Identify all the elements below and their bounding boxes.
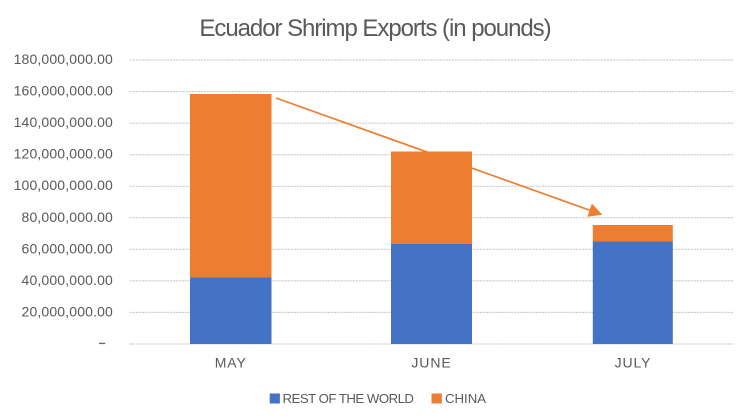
svg-text:CHINA: CHINA bbox=[445, 391, 486, 406]
svg-text:100,000,000.00: 100,000,000.00 bbox=[14, 177, 113, 193]
svg-text:120,000,000.00: 120,000,000.00 bbox=[14, 146, 113, 162]
svg-text:180,000,000.00: 180,000,000.00 bbox=[14, 51, 113, 67]
svg-text:60,000,000.00: 60,000,000.00 bbox=[22, 240, 114, 256]
svg-text:JUNE: JUNE bbox=[411, 355, 451, 371]
svg-text:20,000,000.00: 20,000,000.00 bbox=[22, 303, 114, 319]
svg-text:140,000,000.00: 140,000,000.00 bbox=[14, 114, 113, 130]
svg-text:80,000,000.00: 80,000,000.00 bbox=[22, 209, 114, 225]
svg-text:JULY: JULY bbox=[615, 355, 652, 371]
svg-text:40,000,000.00: 40,000,000.00 bbox=[22, 272, 114, 288]
svg-text:Ecuador Shrimp Exports (in pou: Ecuador Shrimp Exports (in pounds) bbox=[199, 15, 550, 42]
svg-text:REST OF THE WORLD: REST OF THE WORLD bbox=[283, 391, 414, 406]
svg-text:160,000,000.00: 160,000,000.00 bbox=[14, 83, 113, 99]
svg-text:MAY: MAY bbox=[215, 355, 247, 371]
